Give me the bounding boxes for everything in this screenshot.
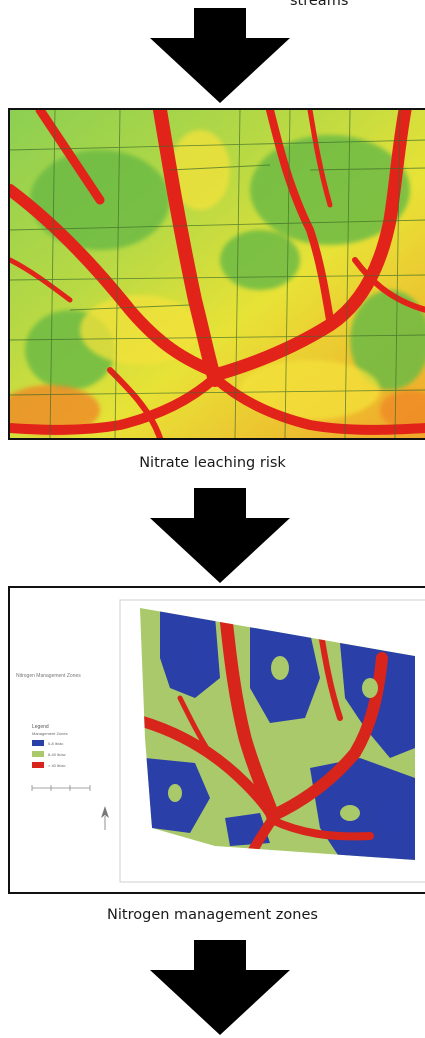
zones-legend: Legend Management Zones 0-8 lb/ac 8-40 l… bbox=[32, 724, 68, 768]
top-caption: streams bbox=[290, 0, 349, 9]
legend-swatch-high bbox=[32, 762, 44, 768]
down-arrow-2 bbox=[150, 488, 290, 583]
legend-subtitle: Management Zones bbox=[32, 731, 68, 736]
zones-map-image: Nitrogen Management Zones Legend Managem… bbox=[10, 588, 425, 892]
legend-label-low: 0-8 lb/ac bbox=[48, 741, 63, 746]
legend-title: Legend bbox=[32, 724, 49, 730]
risk-map-image bbox=[10, 110, 425, 438]
caption-nitrate-leaching-risk: Nitrate leaching risk bbox=[139, 455, 286, 471]
legend-label-mid: 8-40 lb/ac bbox=[48, 752, 66, 757]
north-arrow-icon bbox=[101, 806, 109, 830]
nitrogen-zones-map: Nitrogen Management Zones Legend Managem… bbox=[8, 586, 425, 894]
legend-swatch-low bbox=[32, 740, 44, 746]
nitrate-risk-map bbox=[8, 108, 425, 440]
legend-label-high: > 40 lb/ac bbox=[48, 763, 65, 768]
down-arrow-1 bbox=[150, 8, 290, 103]
scale-bar bbox=[31, 785, 91, 791]
legend-swatch-mid bbox=[32, 751, 44, 757]
caption-nitrogen-management-zones: Nitrogen management zones bbox=[107, 907, 318, 923]
zones-map-title: Nitrogen Management Zones bbox=[16, 673, 81, 679]
down-arrow-3 bbox=[150, 940, 290, 1035]
